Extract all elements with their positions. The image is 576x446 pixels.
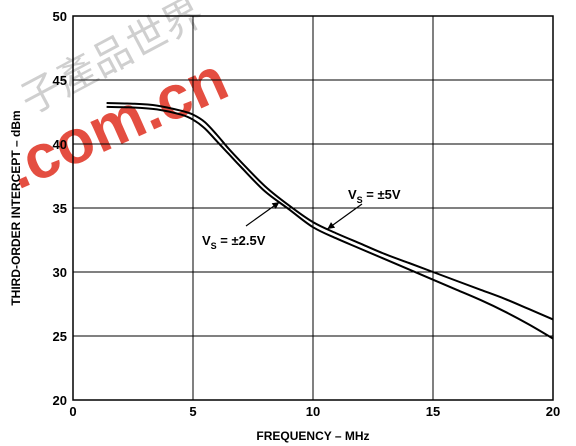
series-line-vs-2-5v	[106, 105, 554, 340]
x-tick-label: 0	[69, 404, 76, 419]
plot-frame	[72, 15, 554, 401]
series-line-vs-5v	[106, 102, 554, 321]
x-tick-label: 10	[306, 404, 320, 419]
x-axis-label: FREQUENCY – MHz	[256, 429, 369, 443]
y-tick-label: 25	[53, 329, 67, 344]
grid	[73, 16, 553, 400]
y-tick-label: 35	[53, 201, 67, 216]
series-layer	[106, 102, 554, 340]
y-tick-label: 45	[53, 73, 67, 88]
y-tick-label: 30	[53, 265, 67, 280]
ticks: 0 5 10 15 20 20 25 30 35 40 45 50	[53, 9, 561, 419]
x-tick-label: 5	[189, 404, 196, 419]
annotation-arrowhead	[271, 202, 280, 209]
y-tick-label: 50	[53, 9, 67, 24]
annotation-label: VS = ±2.5V	[202, 233, 266, 251]
annotation-arrowhead	[327, 222, 336, 229]
y-tick-label: 20	[53, 393, 67, 408]
annotation-arrow	[327, 203, 363, 230]
y-axis-label: THIRD-ORDER INTERCEPT – dBm	[9, 110, 23, 305]
x-tick-label: 20	[546, 404, 560, 419]
y-tick-label: 40	[53, 137, 67, 152]
annotations: VS = ±5V VS = ±2.5V	[202, 187, 401, 251]
watermark: 子產品世界 .com.cn	[0, 0, 238, 203]
annotation-label: VS = ±5V	[348, 187, 401, 205]
x-tick-label: 15	[426, 404, 440, 419]
